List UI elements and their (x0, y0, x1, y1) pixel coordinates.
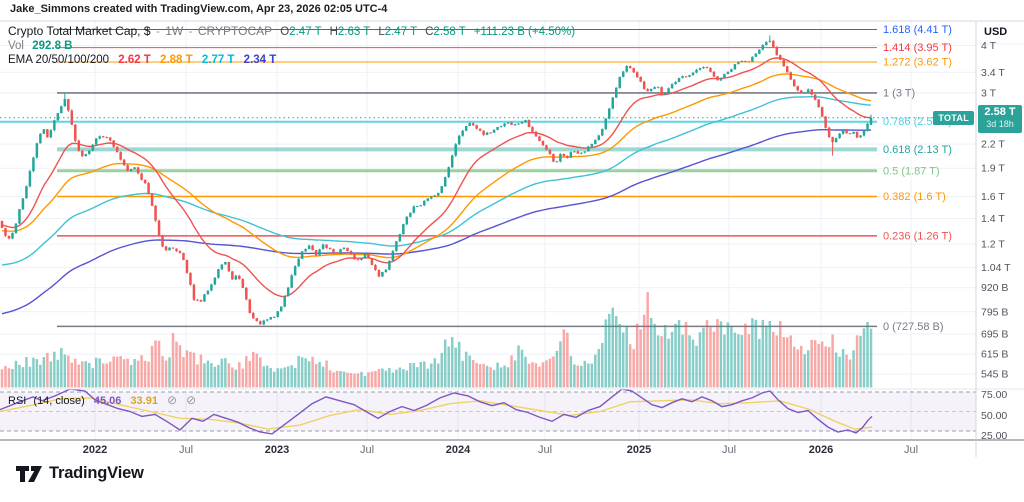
svg-text:1.618 (4.41 T): 1.618 (4.41 T) (883, 24, 952, 36)
currency-label[interactable]: USD (984, 26, 1008, 38)
candlestick-series[interactable] (0, 35, 873, 326)
svg-text:2022: 2022 (83, 444, 107, 456)
volume-value: 292.8 B (32, 40, 73, 52)
change-value: +111.23 B (+4.50%) (473, 26, 576, 38)
rsi-ma-value: 33.91 (130, 395, 158, 407)
svg-text:0.5 (1.87 T): 0.5 (1.87 T) (883, 165, 940, 177)
legend-separator: - (188, 24, 193, 38)
svg-text:4 T: 4 T (981, 40, 997, 52)
svg-text:1.272 (3.62 T): 1.272 (3.62 T) (883, 57, 952, 69)
tradingview-logo-icon (16, 465, 42, 482)
svg-text:0 (727.58 B): 0 (727.58 B) (883, 321, 944, 333)
svg-text:0.236 (1.26 T): 0.236 (1.26 T) (883, 230, 952, 242)
svg-text:Jul: Jul (360, 444, 374, 456)
ema-label: EMA 20/50/100/200 (8, 54, 110, 66)
svg-text:2023: 2023 (265, 444, 289, 456)
svg-text:Jul: Jul (179, 444, 193, 456)
ema-legend-row[interactable]: EMA 20/50/100/200 2.62 T 2.88 T 2.77 T 2… (8, 53, 575, 67)
svg-text:695 B: 695 B (981, 329, 1008, 341)
crossed-circle-icon[interactable]: ⊘ (167, 393, 178, 407)
exchange-label: CRYPTOCAP (197, 24, 272, 38)
svg-text:Jul: Jul (904, 444, 918, 456)
svg-text:Jul: Jul (538, 444, 552, 456)
volume-series[interactable] (0, 292, 873, 388)
ema100-value: 2.77 T (201, 54, 235, 66)
ohlc-values: O2.47 T H2.63 T L2.47 T C2.58 T +111.23 … (275, 26, 575, 38)
high-value: 2.63 T (337, 26, 371, 38)
rsi-ma-line (0, 397, 873, 430)
close-value: 2.58 T (433, 26, 466, 38)
svg-text:Jul: Jul (722, 444, 736, 456)
low-label: L (378, 26, 385, 38)
svg-text:25.00: 25.00 (981, 430, 1007, 442)
svg-text:1.04 T: 1.04 T (981, 262, 1011, 274)
price-source-tag: TOTAL (933, 111, 974, 125)
last-price-value: 2.58 T (984, 106, 1016, 118)
ema-20-line (1, 57, 871, 298)
svg-text:3 T: 3 T (981, 87, 997, 99)
ema50-value: 2.88 T (160, 54, 193, 66)
pane-separators (0, 20, 1024, 457)
symbol-title[interactable]: Crypto Total Market Cap, $ (8, 24, 151, 38)
crossed-circle-icon[interactable]: ⊘ (186, 393, 197, 407)
ema200-value: 2.34 T (243, 54, 277, 66)
ema-200-line (1, 129, 872, 315)
svg-text:2024: 2024 (446, 444, 471, 456)
svg-text:1.4 T: 1.4 T (981, 213, 1005, 225)
svg-text:3.4 T: 3.4 T (981, 67, 1005, 79)
svg-text:1.9 T: 1.9 T (981, 163, 1005, 175)
tradingview-logo[interactable]: TradingView (16, 464, 144, 483)
svg-text:1 (3 T): 1 (3 T) (883, 87, 915, 99)
svg-text:1.414 (3.95 T): 1.414 (3.95 T) (883, 42, 952, 54)
rsi-value: 45.06 (93, 395, 122, 407)
svg-text:795 B: 795 B (981, 306, 1008, 318)
attribution-text: Jake_Simmons created with TradingView.co… (10, 3, 388, 15)
rsi-lines[interactable] (0, 388, 873, 435)
svg-text:615 B: 615 B (981, 349, 1008, 361)
chart-legend: Crypto Total Market Cap, $ - 1W - CRYPTO… (8, 24, 575, 67)
bar-countdown: 3d 18h (986, 119, 1014, 129)
time-axis[interactable]: 2022 Jul 2023 Jul 2024 Jul 2025 Jul 2026 Jul (83, 444, 918, 456)
fib-level-labels: 1.618 (4.41 T) 1.414 (3.95 T) 1.272 (3.62 … (883, 24, 952, 333)
close-label: C (425, 26, 434, 38)
price-axis[interactable]: 4 T 3.4 T 3 T 2.2 T 1.9 T 1.6 T 1.4 T 1.2 T 1.04… (981, 40, 1011, 442)
tradingview-logo-text: TradingView (49, 464, 144, 482)
svg-text:545 B: 545 B (981, 369, 1008, 381)
low-value: 2.47 T (384, 26, 417, 38)
last-price-badge: 2.58 T 3d 18h (978, 105, 1022, 133)
open-label: O (280, 26, 290, 38)
svg-text:1.2 T: 1.2 T (981, 239, 1005, 251)
svg-text:75.00: 75.00 (981, 389, 1007, 401)
svg-text:920 B: 920 B (981, 282, 1008, 294)
legend-separator: - (155, 24, 160, 38)
ema-lines[interactable] (1, 57, 872, 315)
svg-text:2.2 T: 2.2 T (981, 139, 1005, 151)
volume-legend-row[interactable]: Vol 292.8 B (8, 39, 575, 53)
svg-text:0.618 (2.13 T): 0.618 (2.13 T) (883, 144, 952, 156)
ema20-value: 2.62 T (118, 54, 151, 66)
svg-text:1.6 T: 1.6 T (981, 191, 1005, 203)
ema-50-line (1, 73, 872, 259)
interval-label[interactable]: 1W (165, 24, 184, 38)
svg-text:2026: 2026 (809, 444, 833, 456)
fib-retracement-lines[interactable] (0, 29, 877, 328)
open-value: 2.47 T (289, 26, 322, 38)
rsi-legend-row[interactable]: RSI (14, close) 45.06 33.91 ⊘ ⊘ (8, 393, 196, 407)
rsi-label[interactable]: RSI (8, 395, 27, 407)
high-label: H (329, 26, 338, 38)
symbol-legend-row[interactable]: Crypto Total Market Cap, $ - 1W - CRYPTO… (8, 24, 575, 39)
rsi-params: (14, close) (33, 395, 85, 407)
svg-text:50.00: 50.00 (981, 410, 1007, 422)
svg-text:0.382 (1.6 T): 0.382 (1.6 T) (883, 191, 946, 203)
volume-label: Vol (8, 40, 24, 52)
svg-text:2025: 2025 (627, 444, 651, 456)
rsi-line (0, 388, 873, 435)
